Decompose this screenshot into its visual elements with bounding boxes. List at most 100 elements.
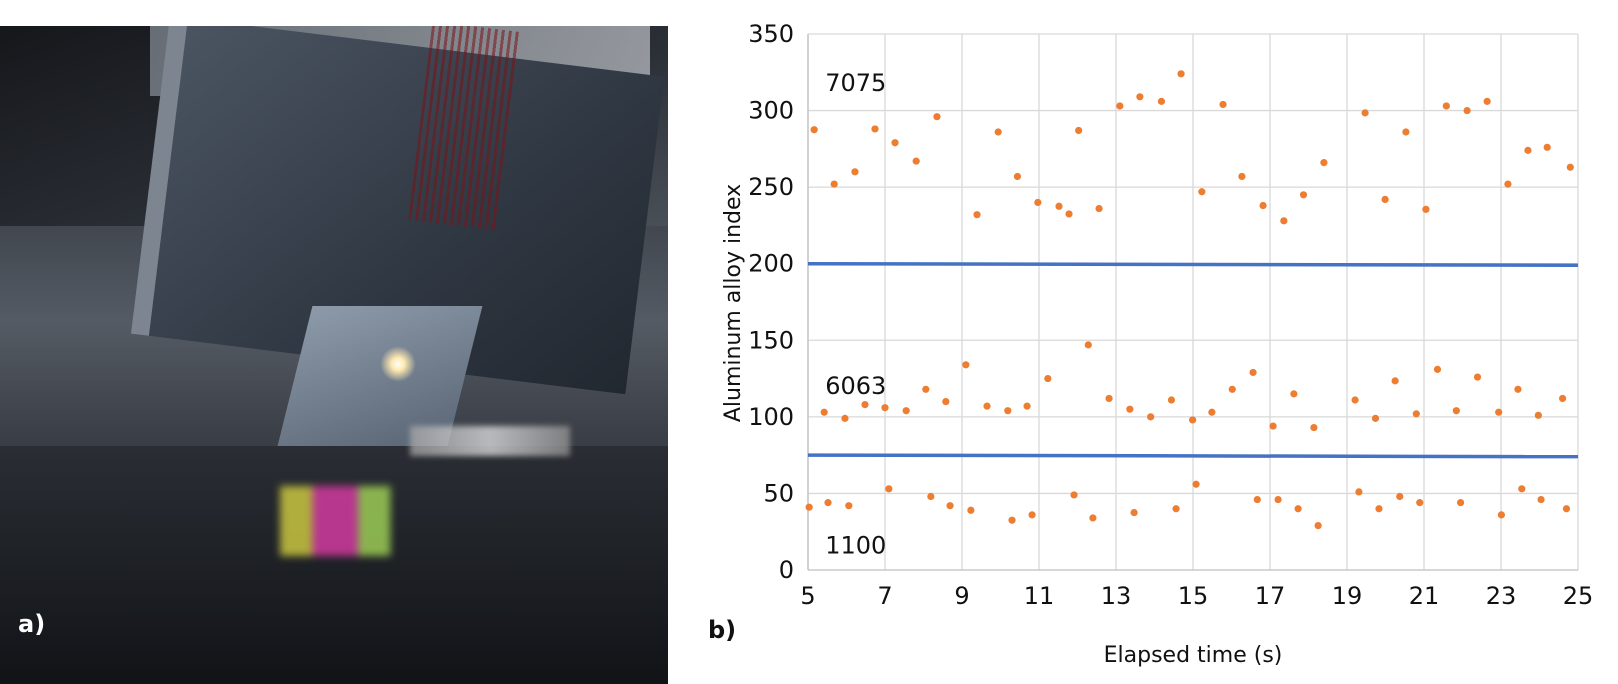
y-tick-label: 150: [748, 326, 794, 354]
data-point: [1253, 495, 1261, 504]
data-point: [820, 408, 828, 416]
data-point: [1320, 159, 1328, 167]
data-point: [1228, 385, 1236, 393]
data-point: [1537, 495, 1545, 504]
threshold-line: [807, 261, 1579, 267]
data-point: [983, 402, 991, 410]
series-annotations: 7075 6063 1100: [825, 69, 886, 559]
series-annotation: 6063: [825, 372, 886, 400]
data-point: [1412, 410, 1420, 418]
x-tick-label: 7: [877, 582, 892, 610]
panel-a-label: a): [18, 610, 46, 638]
data-point: [891, 139, 899, 147]
x-axis-label: Elapsed time (s): [1104, 643, 1283, 668]
data-point: [1495, 408, 1503, 416]
data-point: [841, 414, 849, 422]
data-point: [1442, 102, 1450, 110]
x-tick-label: 9: [954, 582, 969, 610]
data-point: [912, 157, 920, 165]
data-point: [1095, 204, 1103, 213]
data-point: [1463, 106, 1471, 115]
data-point: [1559, 394, 1567, 403]
data-point: [1023, 402, 1031, 410]
data-point: [1361, 109, 1369, 117]
data-point: [1147, 413, 1155, 421]
data-point: [1562, 505, 1571, 513]
photo-laser-spark: [380, 346, 416, 382]
data-point: [1192, 480, 1200, 488]
data-point: [1116, 102, 1124, 110]
data-point: [881, 404, 889, 412]
y-tick-label: 300: [748, 97, 794, 125]
data-point: [1294, 505, 1302, 513]
data-point: [1543, 143, 1551, 151]
data-point: [1280, 217, 1288, 225]
data-point: [994, 128, 1002, 136]
data-point: [1105, 394, 1113, 403]
data-point: [1172, 505, 1180, 513]
x-tick-label: 11: [1024, 582, 1055, 610]
data-point: [1375, 505, 1383, 513]
data-point: [1433, 365, 1442, 373]
data-point: [1044, 374, 1052, 383]
data-point: [1055, 202, 1063, 210]
data-point: [824, 499, 832, 507]
data-point: [1518, 485, 1526, 493]
y-tick-label: 200: [748, 250, 794, 278]
data-points: [805, 70, 1574, 530]
series-annotation: 7075: [825, 69, 886, 97]
data-point: [1084, 341, 1092, 349]
data-point: [922, 385, 930, 393]
data-point: [1351, 396, 1359, 404]
data-point: [845, 502, 853, 510]
data-point: [1065, 210, 1073, 218]
x-tick-label: 13: [1101, 582, 1132, 610]
data-point: [830, 180, 838, 188]
data-point: [1177, 70, 1185, 78]
data-point: [1524, 146, 1532, 154]
panel-b-label: b): [708, 616, 737, 644]
x-tick-label: 17: [1255, 582, 1286, 610]
data-point: [1249, 368, 1257, 377]
data-point: [1566, 163, 1574, 171]
data-point: [805, 503, 813, 511]
data-point: [851, 168, 859, 176]
data-point: [1534, 411, 1542, 419]
data-point: [1274, 495, 1282, 504]
data-point: [1238, 172, 1246, 181]
data-point: [1269, 422, 1277, 430]
data-point: [1070, 491, 1078, 499]
threshold-line: [807, 453, 1579, 459]
y-tick-label: 100: [748, 403, 794, 431]
data-point: [1013, 172, 1022, 181]
data-point: [902, 407, 910, 415]
series-annotation: 1100: [825, 531, 886, 559]
data-point: [861, 401, 869, 409]
y-tick-label: 250: [748, 173, 794, 201]
photo-bright-strip: [410, 426, 570, 456]
x-tick-label: 25: [1563, 582, 1594, 610]
data-point: [1189, 416, 1197, 424]
data-point: [1452, 407, 1460, 415]
data-point: [1310, 423, 1318, 432]
data-point: [933, 113, 941, 121]
data-point: [1483, 97, 1491, 105]
data-point: [1504, 180, 1512, 188]
data-point: [1208, 408, 1216, 416]
data-point: [1473, 373, 1482, 381]
data-point: [1259, 201, 1267, 210]
photo-lower-frame: [0, 446, 668, 684]
x-tick-label: 5: [800, 582, 815, 610]
x-tick-label: 21: [1409, 582, 1440, 610]
data-point: [1167, 396, 1176, 404]
data-point: [1299, 191, 1308, 199]
data-point: [1381, 195, 1389, 203]
data-point: [1028, 511, 1036, 519]
data-point: [1290, 390, 1298, 398]
data-point: [927, 492, 935, 501]
data-point: [1391, 377, 1399, 385]
y-tick-label: 350: [748, 20, 794, 48]
data-point: [1004, 407, 1012, 415]
data-point: [1314, 521, 1322, 530]
